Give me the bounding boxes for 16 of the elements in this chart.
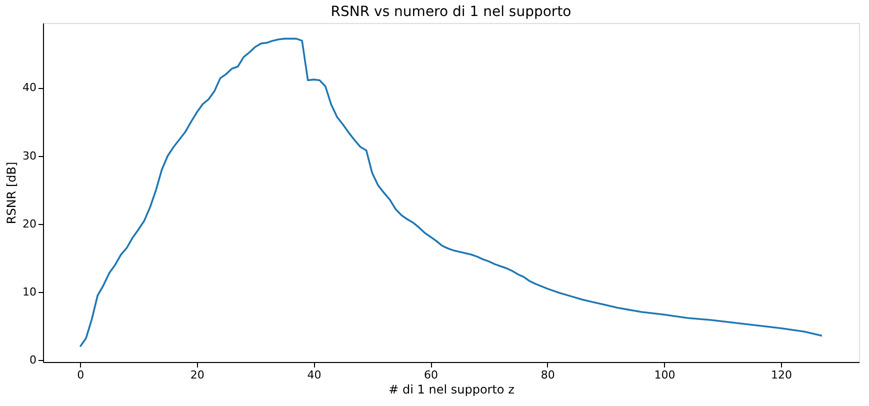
y-tick-label: 0: [30, 354, 36, 367]
y-tick-label: 30: [22, 149, 36, 162]
y-axis-title: RSNR [dB]: [4, 162, 19, 224]
line-series: [79, 38, 823, 348]
y-tick-label: 10: [22, 286, 36, 299]
y-tick-label: 20: [22, 217, 36, 230]
x-tick-label: 40: [307, 368, 322, 382]
x-axis-title: # di 1 nel supporto z: [388, 382, 514, 396]
x-tick-label: 80: [540, 368, 555, 382]
chart-title: RSNR vs numero di 1 nel supporto: [330, 4, 572, 20]
x-tick-label: 20: [190, 368, 204, 382]
y-tick-label: 40: [22, 81, 36, 94]
x-tick-label: 120: [771, 368, 792, 382]
x-tick-label: 100: [654, 368, 676, 382]
x-tick-label: 0: [77, 368, 84, 382]
x-tick-label: 60: [424, 368, 438, 382]
